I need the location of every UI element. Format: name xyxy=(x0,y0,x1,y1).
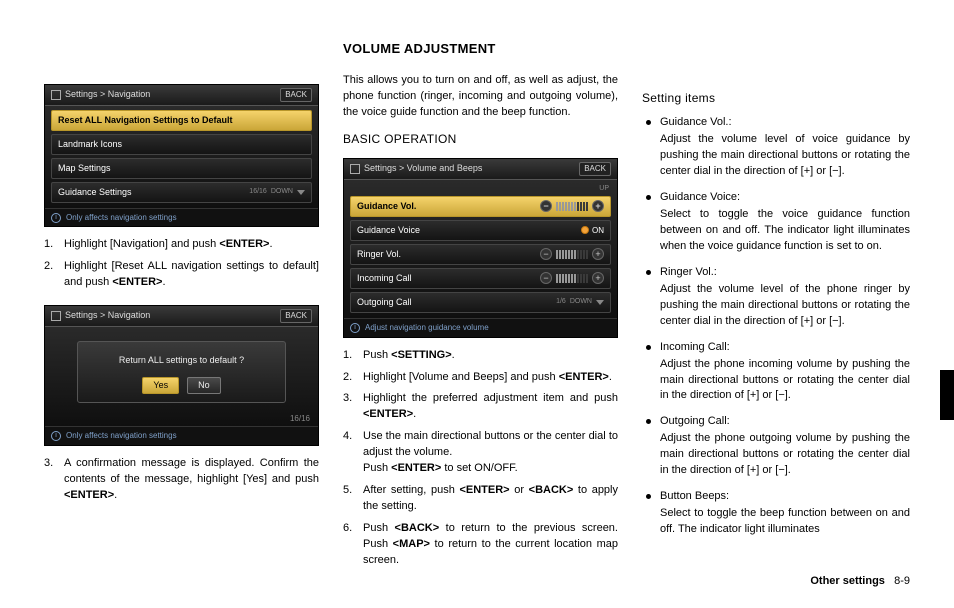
step-5: After setting, push <ENTER> or <BACK> to… xyxy=(343,483,618,515)
setting-item: Ringer Vol.:Adjust the volume level of t… xyxy=(642,265,910,330)
setting-item: Outgoing Call:Adjust the phone outgoing … xyxy=(642,414,910,479)
back-button: BACK xyxy=(280,309,312,323)
step-1: Push <SETTING>. xyxy=(343,348,618,364)
minus-icon: − xyxy=(540,200,552,212)
menu-row: Landmark Icons xyxy=(51,134,312,155)
menu-row-guidance-voice: Guidance Voice ON xyxy=(350,220,611,241)
page-footer: Other settings 8-9 xyxy=(810,574,910,590)
setting-item: Incoming Call:Adjust the phone incoming … xyxy=(642,340,910,405)
subsection-title: Setting items xyxy=(642,90,910,107)
setting-item: Button Beeps:Select to toggle the beep f… xyxy=(642,489,910,538)
menu-row-outgoing: Outgoing Call 1/6DOWN xyxy=(350,292,611,313)
screenshot-volume-beeps: Settings > Volume and Beeps BACK UP Guid… xyxy=(343,158,618,338)
dialog-message: Return ALL settings to default ? xyxy=(86,354,277,367)
step-4: Use the main directional buttons or the … xyxy=(343,429,618,477)
plus-icon: + xyxy=(592,200,604,212)
info-icon: i xyxy=(51,213,61,223)
breadcrumb: Settings > Navigation xyxy=(65,88,150,101)
back-button: BACK xyxy=(579,162,611,176)
screenshot-nav-settings: Settings > Navigation BACK Reset ALL Nav… xyxy=(44,84,319,227)
footer-text: Only affects navigation settings xyxy=(66,430,177,442)
menu-row: Map Settings xyxy=(51,158,312,179)
settings-icon xyxy=(51,90,61,100)
page-tab-marker xyxy=(940,370,954,420)
breadcrumb: Settings > Navigation xyxy=(65,309,150,322)
no-button: No xyxy=(187,377,221,394)
info-icon: i xyxy=(350,323,360,333)
menu-row-ringer: Ringer Vol. −+ xyxy=(350,244,611,265)
step-1: Highlight [Navigation] and push <ENTER>. xyxy=(44,237,319,253)
setting-item: Guidance Voice:Select to toggle the voic… xyxy=(642,190,910,255)
menu-row: Guidance Settings 16/16DOWN xyxy=(51,182,312,203)
step-2: Highlight [Volume and Beeps] and push <E… xyxy=(343,370,618,386)
yes-button: Yes xyxy=(142,377,179,394)
step-6: Push <BACK> to return to the previous sc… xyxy=(343,521,618,569)
setting-item: Guidance Vol.:Adjust the volume level of… xyxy=(642,115,910,180)
indicator-dot xyxy=(581,226,589,234)
settings-icon xyxy=(350,164,360,174)
info-icon: i xyxy=(51,431,61,441)
back-button: BACK xyxy=(280,88,312,102)
footer-text: Adjust navigation guidance volume xyxy=(365,322,489,334)
menu-row-incoming: Incoming Call −+ xyxy=(350,268,611,289)
menu-row-reset: Reset ALL Navigation Settings to Default xyxy=(51,110,312,131)
section-title: VOLUME ADJUSTMENT xyxy=(343,40,618,59)
menu-row-guidance-vol: Guidance Vol. −+ xyxy=(350,196,611,217)
subsection-title: BASIC OPERATION xyxy=(343,131,618,148)
breadcrumb: Settings > Volume and Beeps xyxy=(364,162,482,175)
step-3: A confirmation message is displayed. Con… xyxy=(44,456,319,504)
screenshot-confirm-dialog: Settings > Navigation BACK Return ALL se… xyxy=(44,305,319,446)
step-3: Highlight the preferred adjustment item … xyxy=(343,391,618,423)
step-2: Highlight [Reset ALL navigation settings… xyxy=(44,259,319,291)
confirm-dialog: Return ALL settings to default ? Yes No xyxy=(77,341,286,403)
footer-text: Only affects navigation settings xyxy=(66,212,177,224)
settings-icon xyxy=(51,311,61,321)
intro-text: This allows you to turn on and off, as w… xyxy=(343,73,618,121)
